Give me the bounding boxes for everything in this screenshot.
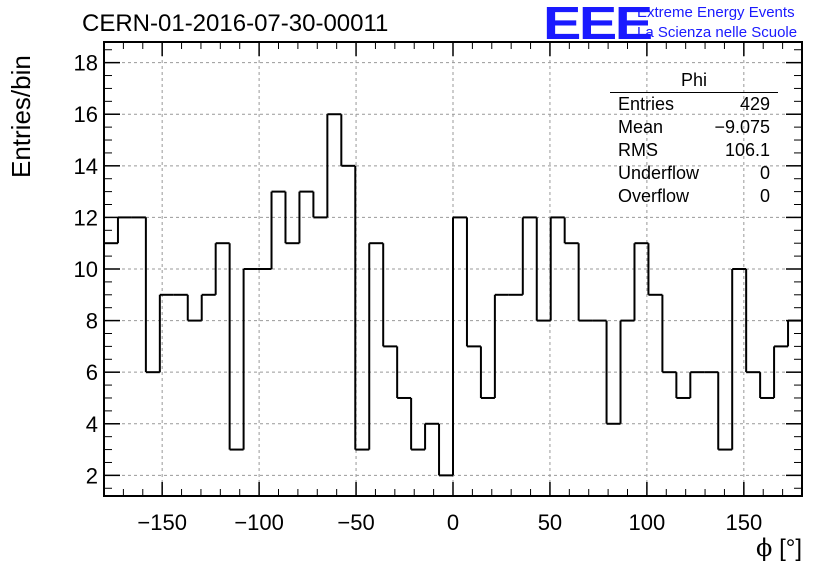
stats-row-mean: Mean −9.075 <box>610 116 778 139</box>
x-axis-label: ϕ [°] <box>756 534 802 563</box>
x-tick-labels: −150 −100 −50 0 50 100 150 <box>137 510 762 535</box>
x-axis-symbol: ϕ <box>756 534 773 562</box>
y-tick-label: 18 <box>74 51 98 76</box>
stats-title: Phi <box>610 70 778 93</box>
axis-ticks <box>103 42 803 496</box>
stats-label: Underflow <box>618 163 700 183</box>
stats-label: Entries <box>618 94 675 114</box>
y-tick-label: 12 <box>74 205 98 230</box>
x-tick-label: 50 <box>538 510 562 535</box>
y-tick-label: 16 <box>74 102 98 127</box>
y-tick-labels: 2 4 6 8 10 12 14 16 18 <box>74 51 98 489</box>
histogram-bins <box>104 113 802 477</box>
y-tick-label: 8 <box>86 309 98 334</box>
stats-value: 0 <box>759 163 770 183</box>
eee-logo: EEE <box>543 0 653 49</box>
stats-value: −9.075 <box>714 117 770 137</box>
x-tick-label: −150 <box>137 510 187 535</box>
x-tick-label: 100 <box>629 510 666 535</box>
eee-logo-text: Extreme Energy Events La Scienza nelle S… <box>637 3 797 43</box>
stats-value: 106.1 <box>724 140 770 160</box>
stats-row-underflow: Underflow 0 <box>610 162 778 185</box>
chart-title: CERN-01-2016-07-30-00011 <box>82 10 389 37</box>
y-tick-label: 14 <box>74 154 98 179</box>
x-tick-label: 150 <box>725 510 762 535</box>
stats-label: Mean <box>618 117 664 137</box>
y-tick-label: 10 <box>74 257 98 282</box>
stats-box: Phi Entries 429 Mean −9.075 RMS 106.1 Un… <box>610 70 778 208</box>
stats-row-rms: RMS 106.1 <box>610 139 778 162</box>
logo-line-2: La Scienza nelle Scuole <box>637 24 798 41</box>
stats-label: Overflow <box>618 186 690 206</box>
stats-value: 0 <box>759 186 770 206</box>
stats-label: RMS <box>618 140 658 160</box>
x-tick-label: −50 <box>337 510 374 535</box>
stats-row-overflow: Overflow 0 <box>610 185 778 208</box>
y-tick-label: 2 <box>86 463 98 488</box>
y-tick-label: 6 <box>86 360 98 385</box>
x-tick-label: 0 <box>447 510 459 535</box>
y-axis-label: Entries/bin <box>6 55 36 178</box>
x-tick-label: −100 <box>234 510 284 535</box>
x-axis-unit: [°] <box>779 535 802 562</box>
stats-value: 429 <box>739 94 770 114</box>
logo-line-1: Extreme Energy Events <box>637 4 795 21</box>
y-tick-label: 4 <box>86 412 98 437</box>
stats-row-entries: Entries 429 <box>610 93 778 116</box>
